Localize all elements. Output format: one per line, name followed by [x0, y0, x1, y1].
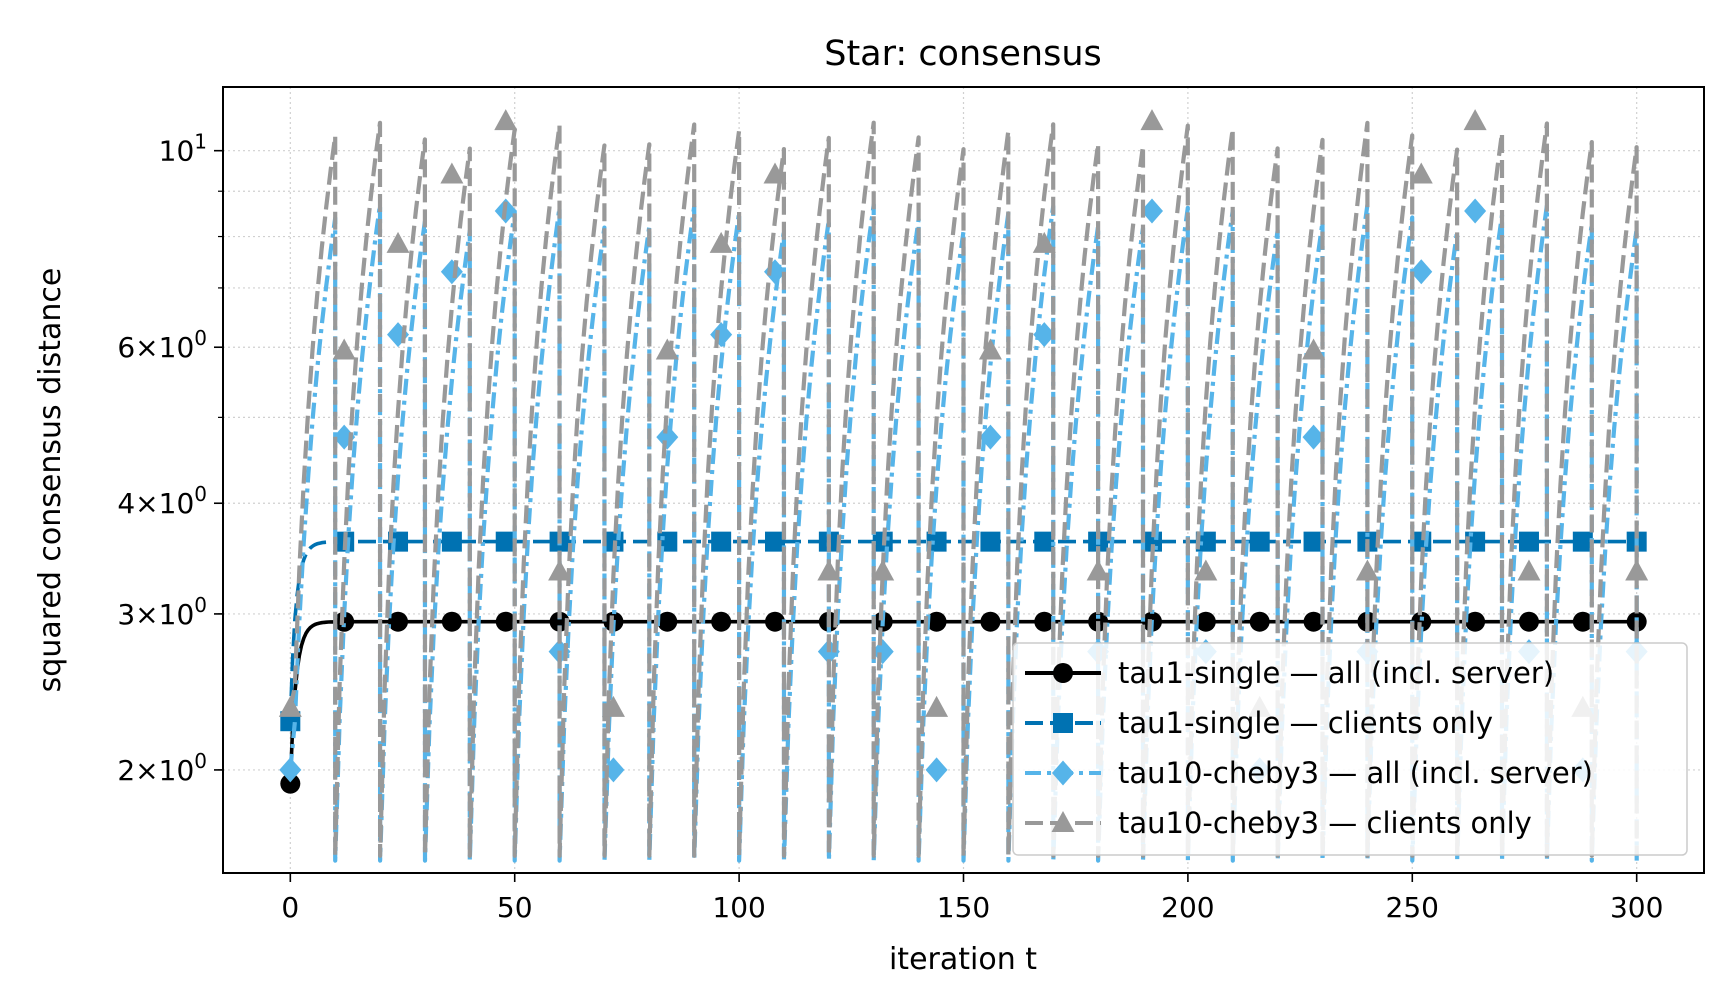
- data-point: [656, 424, 679, 450]
- data-point: [1411, 611, 1432, 632]
- data-point: [1195, 531, 1216, 552]
- plot-area: [278, 109, 1649, 863]
- y-axis-label: squared consensus distance: [33, 268, 68, 693]
- data-point: [711, 531, 732, 552]
- data-point: [1302, 424, 1325, 450]
- data-point: [657, 611, 678, 632]
- data-point: [440, 162, 464, 184]
- y-tick-label: 2×100: [117, 749, 207, 787]
- data-point: [980, 531, 1001, 552]
- data-point: [1249, 531, 1270, 552]
- data-point: [495, 531, 516, 552]
- x-tick-label: 300: [1610, 891, 1663, 924]
- data-point: [871, 639, 894, 665]
- data-point: [1140, 109, 1164, 131]
- data-point: [1034, 531, 1055, 552]
- data-point: [1465, 611, 1486, 632]
- data-point: [1410, 259, 1433, 285]
- y-tick-label: 3×100: [117, 593, 207, 631]
- legend-label: tau1-single — clients only: [1118, 706, 1493, 740]
- x-tick-label: 150: [937, 891, 990, 924]
- legend-label: tau1-single — all (incl. server): [1118, 656, 1554, 690]
- legend-label: tau10-cheby3 — all (incl. server): [1118, 756, 1593, 790]
- data-point: [1140, 198, 1163, 224]
- data-point: [1053, 713, 1073, 733]
- x-axis-label: iteration t: [889, 942, 1037, 977]
- data-point: [1249, 611, 1270, 632]
- data-point: [1463, 109, 1487, 131]
- data-point: [1572, 531, 1593, 552]
- series-line: [288, 120, 1639, 858]
- data-point: [711, 611, 732, 632]
- data-point: [441, 531, 462, 552]
- x-tick-label: 0: [281, 891, 299, 924]
- data-point: [495, 611, 516, 632]
- data-point: [1302, 338, 1326, 360]
- data-point: [1572, 611, 1593, 632]
- data-point: [1355, 559, 1379, 581]
- data-point: [1053, 663, 1073, 683]
- legend: tau1-single — all (incl. server) tau1-sin…: [1012, 642, 1688, 856]
- data-point: [926, 531, 947, 552]
- data-point: [332, 338, 356, 360]
- data-point: [1303, 611, 1324, 632]
- data-point: [765, 611, 786, 632]
- data-point: [1625, 559, 1649, 581]
- data-point: [386, 231, 410, 253]
- data-point: [388, 611, 409, 632]
- data-point: [1086, 559, 1110, 581]
- data-point: [334, 611, 355, 632]
- legend-label: tau10-cheby3 — clients only: [1118, 806, 1532, 840]
- data-point: [280, 773, 301, 794]
- data-point: [1032, 231, 1056, 253]
- data-point: [926, 611, 947, 632]
- x-tick-label: 200: [1161, 891, 1214, 924]
- series-line: [288, 202, 1639, 863]
- y-axis: 2×100 3×100 4×100 6×100 101: [117, 130, 223, 787]
- data-point: [1409, 162, 1433, 184]
- data-point: [1464, 198, 1487, 224]
- y-tick-label: 6×100: [117, 326, 207, 364]
- data-point: [548, 559, 572, 581]
- data-point: [1034, 611, 1055, 632]
- data-point: [925, 695, 949, 717]
- data-point: [1051, 811, 1075, 832]
- data-point: [655, 338, 679, 360]
- y-tick-label: 4×100: [117, 482, 207, 520]
- data-point: [1033, 322, 1056, 348]
- y-tick-label: 101: [159, 130, 207, 168]
- data-point: [925, 757, 948, 783]
- data-point: [763, 162, 787, 184]
- data-point: [494, 109, 518, 131]
- data-point: [601, 695, 625, 717]
- data-point: [980, 611, 1001, 632]
- data-point: [979, 424, 1002, 450]
- chart-title: Star: consensus: [824, 34, 1102, 74]
- data-point: [765, 531, 786, 552]
- data-point: [1517, 559, 1541, 581]
- data-point: [279, 757, 302, 783]
- data-point: [978, 338, 1002, 360]
- legend-frame: [1012, 642, 1688, 856]
- data-point: [1303, 531, 1324, 552]
- x-tick-label: 100: [712, 891, 765, 924]
- data-point: [1195, 611, 1216, 632]
- data-point: [441, 611, 462, 632]
- x-tick-label: 250: [1386, 891, 1439, 924]
- x-axis: 0 50 100 150 200 250 300: [281, 873, 1663, 924]
- data-point: [278, 695, 302, 717]
- data-point: [871, 559, 895, 581]
- data-point: [1194, 559, 1218, 581]
- data-point: [1518, 531, 1539, 552]
- data-point: [709, 231, 733, 253]
- data-point: [1518, 611, 1539, 632]
- data-point: [1052, 760, 1074, 786]
- data-point: [817, 559, 841, 581]
- x-tick-label: 50: [497, 891, 533, 924]
